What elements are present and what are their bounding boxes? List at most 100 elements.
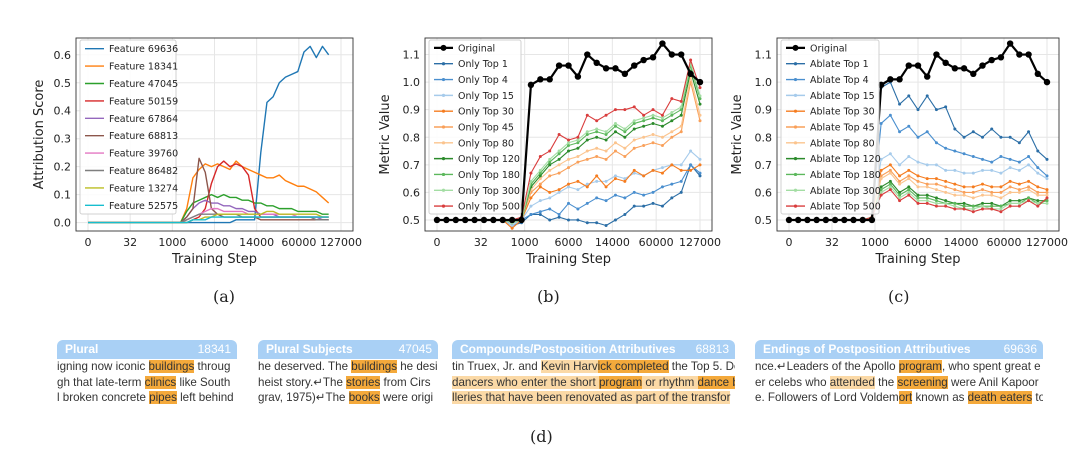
series-point — [613, 130, 617, 134]
series-point — [879, 190, 883, 194]
series-point — [632, 171, 636, 175]
series-point — [916, 179, 920, 183]
y-tick-label: 1.1 — [755, 49, 773, 62]
series-point — [613, 174, 617, 178]
series-point — [888, 179, 892, 183]
legend-label: Feature 69636 — [109, 44, 178, 55]
original-point — [490, 216, 497, 224]
series-point — [670, 130, 674, 134]
series-point — [907, 155, 911, 159]
context-text: the — [874, 375, 898, 389]
series-point — [1036, 166, 1040, 170]
original-point — [868, 216, 876, 224]
series-point — [585, 138, 589, 142]
series-point — [925, 196, 929, 200]
y-axis-label: Attribution Score — [32, 80, 47, 190]
series-point — [1008, 185, 1012, 189]
context-text: tin Truex, Jr. and — [452, 360, 541, 373]
series-point — [1008, 190, 1012, 194]
legend-label: Feature 39760 — [109, 149, 178, 160]
series-point — [907, 94, 911, 98]
series-point — [698, 163, 702, 167]
original-point — [951, 65, 959, 72]
context-text: were Anil Kapoor — [947, 375, 1039, 389]
series-point — [538, 177, 542, 181]
series-point — [670, 113, 674, 117]
series-point — [1036, 185, 1040, 189]
series-point — [576, 146, 580, 150]
original-point — [546, 76, 553, 83]
series-point — [953, 127, 957, 131]
series-point — [916, 185, 920, 189]
series-point — [1027, 185, 1031, 189]
series-point — [651, 190, 655, 194]
series-point — [613, 218, 617, 222]
series-point — [679, 179, 683, 183]
original-point — [518, 216, 525, 224]
legend-label: Ablate Top 30 — [810, 107, 875, 118]
original-point — [696, 78, 704, 86]
series-point — [944, 179, 948, 183]
original-point — [574, 73, 582, 80]
series-point — [888, 152, 892, 156]
series-point — [529, 171, 533, 175]
series-point — [595, 155, 599, 159]
series-point — [907, 177, 911, 181]
series-point — [898, 182, 902, 186]
series-point — [925, 94, 929, 98]
x-tick-label: 127000 — [1026, 236, 1068, 249]
series-point — [981, 182, 984, 186]
y-tick-label: 0.9 — [403, 104, 421, 117]
series-point — [548, 160, 552, 164]
series-point — [698, 113, 702, 117]
series-point — [604, 179, 608, 183]
original-point — [924, 73, 931, 80]
series-point — [679, 130, 683, 134]
y-tick-label: 0.4 — [54, 105, 72, 118]
series-point — [990, 193, 994, 197]
original-point — [640, 56, 647, 64]
series-point — [642, 144, 646, 148]
feature-card-header: Endings of Postposition Attributives 6963… — [755, 340, 1043, 359]
series-point — [962, 135, 966, 139]
legend-label: Ablate Top 180 — [810, 170, 881, 181]
series-point — [538, 168, 542, 172]
series-point — [623, 130, 627, 134]
token-line: lleries that have been renovated as part… — [452, 390, 735, 406]
series-point — [670, 196, 674, 200]
series-point — [934, 182, 938, 186]
context-text: grav, 1975)↵The — [258, 391, 349, 404]
series-point — [632, 121, 636, 125]
legend-marker — [793, 125, 798, 129]
x-axis-label: Training Step — [874, 252, 960, 267]
legend-label: Feature 18341 — [109, 62, 178, 73]
series-point — [888, 168, 892, 172]
series-point — [934, 163, 938, 167]
x-tick-label: 0 — [786, 236, 793, 249]
series-point — [916, 108, 920, 112]
series-point — [990, 201, 994, 205]
series-point — [529, 212, 533, 216]
series-point — [548, 157, 552, 161]
series-point — [888, 182, 892, 186]
series-point — [971, 207, 975, 211]
original-point — [659, 40, 666, 47]
legend-label: Feature 67864 — [109, 114, 178, 125]
plot-frame — [776, 37, 1060, 232]
series-point — [698, 119, 702, 123]
series-point — [1045, 157, 1049, 161]
series-point — [925, 193, 929, 197]
series-point — [576, 207, 580, 211]
context-text: nce.↵Leaders of the Apollo — [755, 360, 899, 373]
series-point — [981, 207, 984, 211]
original-point — [795, 216, 802, 224]
series-point — [576, 155, 580, 159]
y-tick-label: 0.5 — [403, 214, 421, 227]
y-tick-label: 1.0 — [403, 76, 421, 89]
context-text: gh that late-term — [57, 375, 145, 389]
series-point — [679, 113, 683, 117]
series-point — [538, 210, 542, 214]
legend-label: Only Top 300 — [458, 186, 520, 197]
legend-marker — [440, 44, 447, 51]
series-point — [1017, 204, 1021, 208]
